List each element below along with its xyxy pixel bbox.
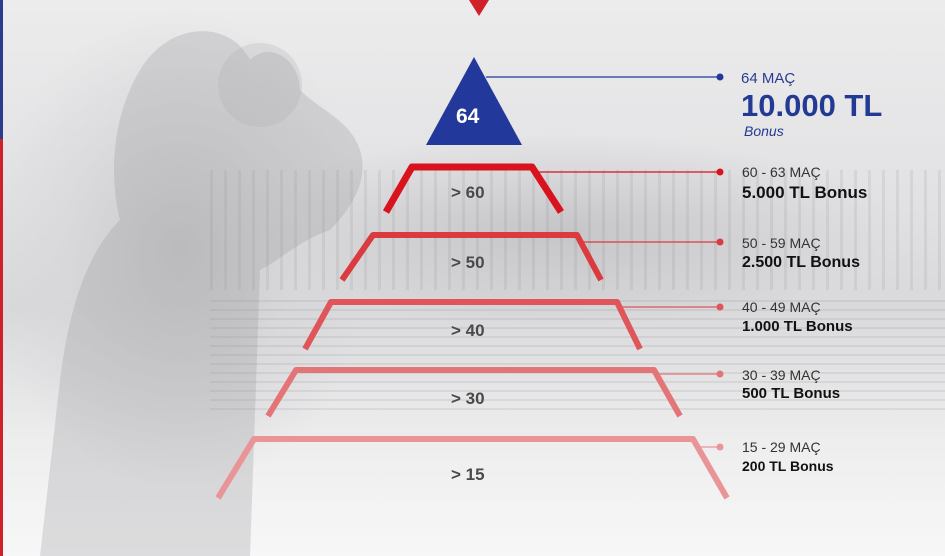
tier-range-60: 60 - 63 MAÇ — [742, 164, 821, 180]
tier-step-40: > 40 — [451, 321, 485, 340]
tier-range-30: 30 - 39 MAÇ — [742, 367, 821, 383]
connector-dot-3 — [716, 303, 724, 311]
apex-triangle — [426, 57, 522, 145]
tier-step-60: > 60 — [451, 183, 485, 202]
connector-dot-5 — [716, 443, 724, 451]
tier-range-40: 40 - 49 MAÇ — [742, 299, 821, 315]
stadium-stands — [210, 170, 945, 290]
tier-step-50: > 50 — [451, 253, 485, 272]
pyramid-bands — [215, 163, 730, 500]
stadium-crowd — [210, 300, 945, 410]
top-tier-note: Bonus — [744, 123, 784, 139]
tier-step-30: > 30 — [451, 389, 485, 408]
pyramid-band-4 — [265, 367, 683, 418]
top-pointer-icon — [469, 0, 489, 16]
tier-range-15: 15 - 29 MAÇ — [742, 439, 821, 455]
pyramid-band-5 — [215, 436, 730, 500]
tier-amount-15: 200 TL Bonus — [742, 458, 834, 474]
top-tier-range: 64 MAÇ — [741, 70, 796, 87]
pyramid-band-3 — [302, 299, 643, 351]
connector-dot-apex — [716, 73, 724, 81]
connector-lines — [486, 73, 724, 451]
connector-dot-1 — [716, 168, 724, 176]
tier-amount-60: 5.000 TL Bonus — [742, 183, 868, 202]
pyramid-band-1 — [382, 163, 564, 214]
pyramid-band-2 — [339, 232, 604, 282]
top-tier-amount: 10.000 TL — [741, 88, 883, 123]
tier-step-15: > 15 — [451, 465, 485, 484]
tier-amount-40: 1.000 TL Bonus — [742, 318, 853, 335]
tier-range-50: 50 - 59 MAÇ — [742, 235, 821, 251]
apex-label: 64 — [456, 105, 480, 128]
connector-dot-2 — [716, 238, 724, 246]
tier-amount-30: 500 TL Bonus — [742, 385, 841, 402]
connector-dot-4 — [716, 370, 724, 378]
tier-amount-50: 2.500 TL Bonus — [742, 254, 860, 271]
left-brand-edge — [0, 0, 3, 556]
